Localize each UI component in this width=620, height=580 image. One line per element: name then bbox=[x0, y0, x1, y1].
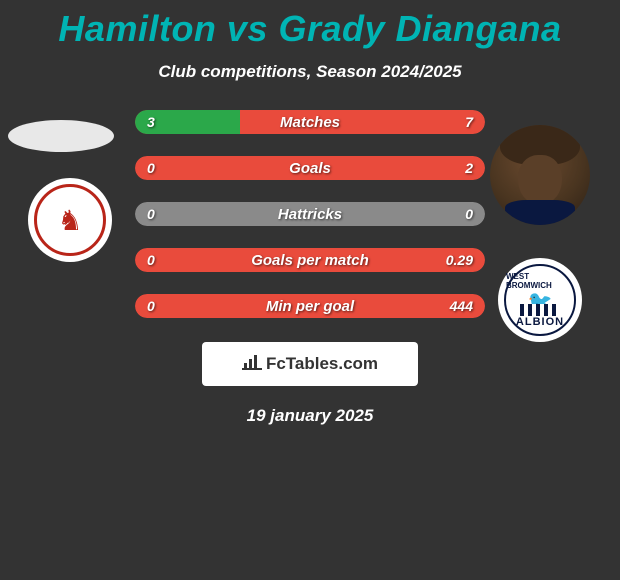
player1-avatar-placeholder bbox=[8, 120, 114, 152]
stat-value-left: 0 bbox=[147, 298, 155, 314]
source-logo-box: FcTables.com bbox=[202, 342, 418, 386]
stat-value-right: 0 bbox=[465, 206, 473, 222]
stat-label: Hattricks bbox=[278, 206, 342, 223]
stat-label: Goals per match bbox=[251, 252, 369, 269]
subtitle: Club competitions, Season 2024/2025 bbox=[0, 62, 620, 82]
stat-label: Goals bbox=[289, 160, 331, 177]
stat-value-left: 3 bbox=[147, 114, 155, 130]
chart-icon bbox=[242, 353, 262, 376]
source-logo-text: FcTables.com bbox=[266, 354, 378, 374]
lion-icon: ♞ bbox=[57, 204, 82, 237]
badge-text-bottom: ALBION bbox=[516, 316, 564, 328]
stat-row: 0 Hattricks 0 bbox=[135, 202, 485, 226]
date-text: 19 january 2025 bbox=[0, 406, 620, 426]
club1-badge: ♞ bbox=[28, 178, 112, 262]
stat-value-right: 0.29 bbox=[446, 252, 473, 268]
stat-row: 3 Matches 7 bbox=[135, 110, 485, 134]
stat-label: Matches bbox=[280, 114, 340, 131]
club2-badge: WEST BROMWICH 🐦 ALBION bbox=[498, 258, 582, 342]
stat-row: 0 Goals 2 bbox=[135, 156, 485, 180]
stats-container: 3 Matches 7 0 Goals 2 0 Hattricks 0 0 Goals per ma… bbox=[135, 110, 485, 318]
stat-value-left: 0 bbox=[147, 252, 155, 268]
page-title: Hamilton vs Grady Diangana bbox=[0, 0, 620, 50]
stat-label: Min per goal bbox=[266, 298, 354, 315]
badge-text-top: WEST BROMWICH bbox=[506, 272, 574, 290]
stat-value-left: 0 bbox=[147, 206, 155, 222]
player2-avatar bbox=[490, 125, 590, 225]
stat-value-right: 444 bbox=[450, 298, 473, 314]
stat-value-right: 2 bbox=[465, 160, 473, 176]
stat-row: 0 Goals per match 0.29 bbox=[135, 248, 485, 272]
stat-row: 0 Min per goal 444 bbox=[135, 294, 485, 318]
stat-value-right: 7 bbox=[465, 114, 473, 130]
stat-value-left: 0 bbox=[147, 160, 155, 176]
